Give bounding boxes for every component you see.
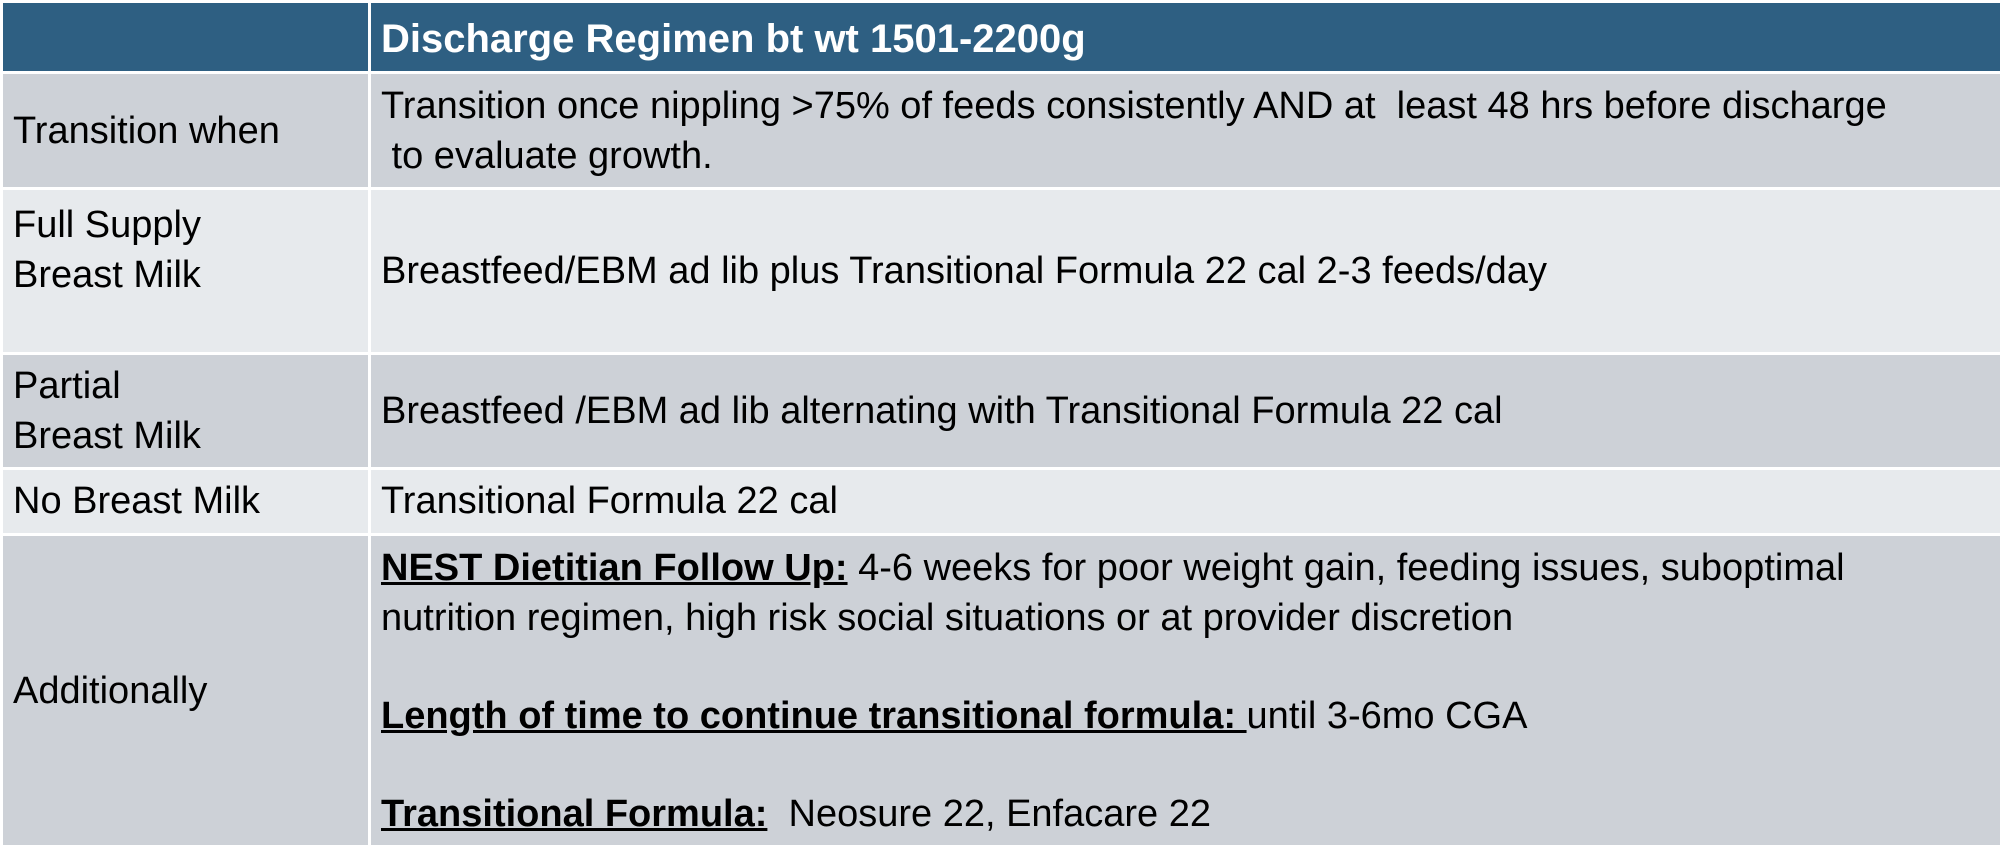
row-value-partial: Breastfeed /EBM ad lib alternating with … [368,352,2000,470]
row-label-full-supply: Full Supply Breast Milk [0,187,371,356]
table-header-row: Discharge Regimen bt wt 1501-2200g [0,0,2000,75]
row-label-transition-when: Transition when [0,71,371,191]
length-of-time: Length of time to continue transitional … [381,691,2000,741]
row-value-additionally: NEST Dietitian Follow Up: 4-6 weeks for … [368,533,2000,848]
row-label-partial: Partial Breast Milk [0,352,371,470]
paragraph-spacer [381,643,2000,691]
transition-text-line2: to evaluate growth. [381,134,713,177]
transitional-formula-text: Neosure 22, Enfacare 22 [767,792,1212,835]
table-row-no-breast-milk: No Breast Milk Transitional Formula 22 c… [0,466,2000,537]
row-value-full-supply: Breastfeed/EBM ad lib plus Transitional … [368,187,2000,356]
full-supply-label-line1: Full Supply [13,204,201,247]
full-supply-label-line2: Breast Milk [13,254,201,297]
transitional-formula: Transitional Formula: Neosure 22, Enfaca… [381,789,2000,839]
table-row-full-supply: Full Supply Breast Milk Breastfeed/EBM a… [0,187,2000,356]
length-of-time-heading: Length of time to continue transitional … [381,694,1247,737]
partial-label-line2: Breast Milk [13,414,201,457]
paragraph-spacer [381,741,2000,789]
table-row-transition-when: Transition when Transition once nippling… [0,71,2000,191]
dietitian-follow-up-text-line1: 4-6 weeks for poor weight gain, feeding … [847,546,1845,589]
dietitian-follow-up: NEST Dietitian Follow Up: 4-6 weeks for … [381,543,2000,643]
table-row-partial: Partial Breast Milk Breastfeed /EBM ad l… [0,352,2000,470]
dietitian-follow-up-text-line2: nutrition regimen, high risk social situ… [381,596,1514,639]
header-corner-cell [0,0,371,75]
row-label-no-breast-milk: No Breast Milk [0,466,371,537]
dietitian-follow-up-heading: NEST Dietitian Follow Up: [381,546,848,589]
table-title: Discharge Regimen bt wt 1501-2200g [368,0,2000,75]
partial-label-line1: Partial [13,364,121,407]
length-of-time-text: until 3-6mo CGA [1246,694,1528,737]
row-label-additionally: Additionally [0,533,371,848]
transitional-formula-heading: Transitional Formula: [381,792,768,835]
transition-text-line1: Transition once nippling >75% of feeds c… [381,84,1887,127]
row-value-transition-when: Transition once nippling >75% of feeds c… [368,71,2000,191]
table-row-additionally: Additionally NEST Dietitian Follow Up: 4… [0,533,2000,848]
row-value-no-breast-milk: Transitional Formula 22 cal [368,466,2000,537]
